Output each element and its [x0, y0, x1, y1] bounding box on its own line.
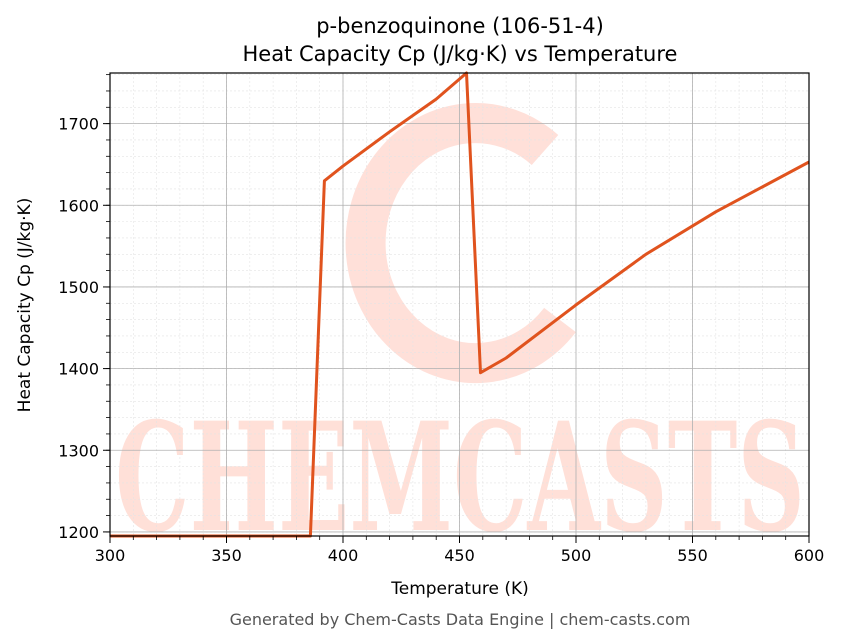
y-tick-labels: 1200 1300 1400 1500 1600 1700: [58, 115, 99, 542]
y-tick-label: 1500: [58, 278, 99, 297]
x-tick-labels: 300 350 400 450 500 550 600: [95, 546, 825, 565]
x-tick-label: 450: [444, 546, 475, 565]
chart-subtitle: Heat Capacity Cp (J/kg·K) vs Temperature: [243, 42, 678, 66]
x-tick-label: 300: [95, 546, 126, 565]
x-tick-label: 500: [561, 546, 592, 565]
y-tick-label: 1200: [58, 523, 99, 542]
watermark-logo-icon: [345, 103, 576, 384]
y-tick-label: 1700: [58, 115, 99, 134]
y-tick-label: 1300: [58, 441, 99, 460]
x-tick-label: 350: [211, 546, 242, 565]
watermark: CHEMCASTS: [115, 103, 805, 566]
axis-ticks: [103, 74, 810, 543]
x-axis-label: Temperature (K): [390, 579, 529, 599]
x-tick-label: 550: [677, 546, 708, 565]
y-tick-label: 1600: [58, 196, 99, 215]
y-axis-label: Heat Capacity Cp (J/kg·K): [15, 198, 35, 413]
x-tick-label: 400: [328, 546, 359, 565]
x-tick-label: 600: [794, 546, 825, 565]
footer-credit: Generated by Chem-Casts Data Engine | ch…: [230, 610, 691, 629]
y-tick-label: 1400: [58, 360, 99, 379]
chart-title: p-benzoquinone (106-51-4): [316, 14, 604, 38]
